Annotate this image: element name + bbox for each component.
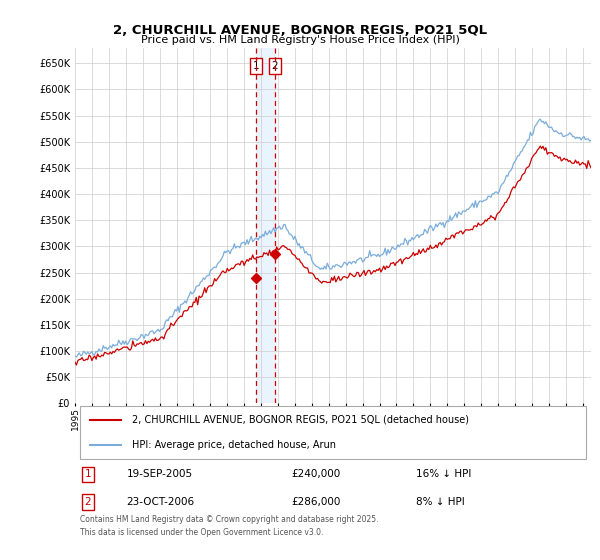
- Text: 1: 1: [253, 61, 260, 71]
- FancyBboxPatch shape: [80, 406, 586, 459]
- Text: HPI: Average price, detached house, Arun: HPI: Average price, detached house, Arun: [132, 440, 336, 450]
- Text: 19-SEP-2005: 19-SEP-2005: [127, 469, 193, 479]
- Text: 2: 2: [271, 61, 278, 71]
- Text: £240,000: £240,000: [292, 469, 341, 479]
- Text: 2: 2: [85, 497, 91, 507]
- Text: Price paid vs. HM Land Registry's House Price Index (HPI): Price paid vs. HM Land Registry's House …: [140, 35, 460, 45]
- Text: 2, CHURCHILL AVENUE, BOGNOR REGIS, PO21 5QL (detached house): 2, CHURCHILL AVENUE, BOGNOR REGIS, PO21 …: [132, 414, 469, 424]
- Text: Contains HM Land Registry data © Crown copyright and database right 2025.
This d: Contains HM Land Registry data © Crown c…: [80, 515, 379, 537]
- Bar: [256, 48, 275, 403]
- Text: 23-OCT-2006: 23-OCT-2006: [127, 497, 195, 507]
- Text: 16% ↓ HPI: 16% ↓ HPI: [416, 469, 471, 479]
- Text: £286,000: £286,000: [292, 497, 341, 507]
- Text: 2, CHURCHILL AVENUE, BOGNOR REGIS, PO21 5QL: 2, CHURCHILL AVENUE, BOGNOR REGIS, PO21 …: [113, 24, 487, 36]
- Text: 8% ↓ HPI: 8% ↓ HPI: [416, 497, 464, 507]
- Text: 1: 1: [85, 469, 91, 479]
